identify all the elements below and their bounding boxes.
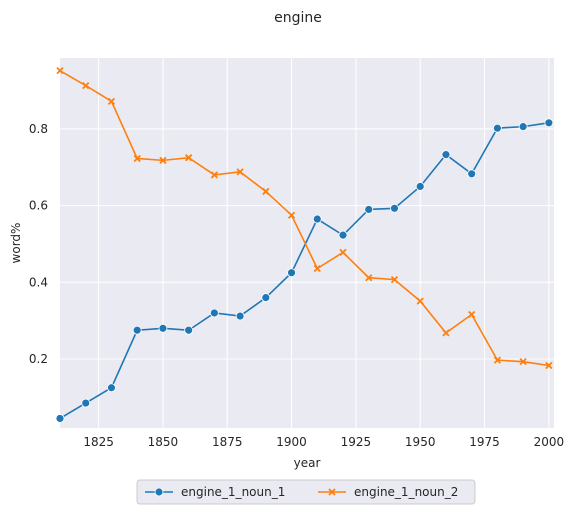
y-tick-label: 0.2	[29, 352, 48, 366]
x-tick-label: 1900	[276, 435, 307, 449]
legend: engine_1_noun_1 engine_1_noun_2	[136, 479, 476, 505]
y-tick-label: 0.4	[29, 275, 48, 289]
data-point	[56, 67, 64, 75]
ticks: 1825 1850 1875 1900 1925 1950 1975 2000 0.2 0.4 0.…	[29, 122, 564, 449]
legend-label: engine_1_noun_2	[354, 485, 458, 499]
y-tick-label: 0.6	[29, 199, 48, 213]
legend-item-1: engine_1_noun_1	[145, 485, 285, 499]
series-engine_1_noun_2	[56, 67, 553, 370]
plot-area	[60, 58, 554, 428]
data-point	[415, 182, 425, 191]
data-point	[442, 329, 450, 337]
data-point	[209, 308, 219, 318]
data-point	[312, 214, 322, 224]
data-point	[492, 123, 502, 133]
x-tick-label: 1950	[405, 435, 436, 449]
data-point	[159, 156, 167, 165]
data-point	[185, 154, 193, 162]
data-point	[339, 248, 347, 257]
data-point	[338, 230, 348, 240]
x-tick-label: 2000	[534, 435, 565, 449]
data-point	[390, 275, 399, 284]
data-point	[364, 205, 374, 214]
data-point	[132, 325, 142, 335]
x-tick-label: 1850	[148, 435, 179, 449]
series-line	[59, 69, 549, 367]
x-tick-label: 1975	[469, 435, 500, 449]
data-point	[519, 358, 527, 366]
legend-box	[136, 479, 476, 505]
legend-marker	[328, 488, 336, 496]
data-point	[545, 361, 553, 370]
data-point	[416, 297, 424, 305]
data-point	[184, 325, 194, 335]
x-tick-label: 1925	[341, 435, 372, 449]
data-point	[82, 81, 90, 90]
y-axis-label: word%	[9, 223, 23, 264]
data-point	[133, 154, 141, 163]
data-point	[81, 398, 91, 408]
series-engine_1_noun_1	[55, 118, 554, 423]
data-point	[262, 187, 270, 196]
data-point	[107, 97, 116, 105]
data-point	[441, 150, 451, 160]
data-point	[261, 293, 271, 303]
data-point	[468, 310, 476, 319]
data-point	[365, 274, 373, 282]
legend-marker	[154, 487, 164, 497]
data-point	[210, 171, 219, 179]
data-point	[493, 356, 502, 364]
data-point	[236, 168, 244, 176]
data-point	[313, 264, 321, 273]
legend-item-2: engine_1_noun_2	[318, 485, 458, 499]
data-point	[287, 268, 296, 278]
y-tick-label: 0.8	[29, 122, 48, 136]
data-point	[467, 169, 477, 179]
data-point	[55, 414, 65, 423]
x-tick-label: 1825	[83, 435, 114, 449]
data-point	[544, 118, 554, 128]
data-point	[518, 122, 528, 132]
data-point	[235, 311, 245, 321]
data-point	[158, 323, 168, 333]
x-tick-label: 1875	[212, 435, 243, 449]
grid	[60, 58, 554, 428]
data-point	[107, 383, 116, 393]
chart-title: engine	[274, 10, 322, 26]
x-axis-label: year	[294, 456, 321, 470]
series-layer	[55, 67, 554, 423]
data-point	[287, 211, 296, 219]
data-point	[390, 203, 399, 213]
legend-label: engine_1_noun_1	[181, 485, 285, 499]
